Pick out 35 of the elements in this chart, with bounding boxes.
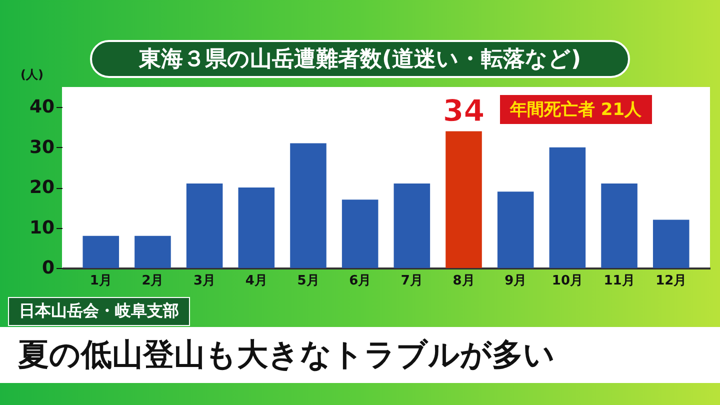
bar [290, 143, 326, 268]
bar [446, 131, 482, 268]
bar [342, 200, 378, 268]
x-tick-label: 7月 [400, 274, 423, 288]
x-tick-label: 1月 [90, 274, 112, 288]
bar [186, 184, 223, 268]
bar [82, 236, 120, 268]
text: 夏の低山登山も大きなトラブルが多い [0, 327, 720, 383]
x-tick-label: 5月 [297, 274, 320, 288]
bar [601, 184, 638, 268]
y-tick-label: 0 [42, 258, 54, 278]
x-tick-label: 8月 [452, 274, 475, 288]
y-tick-label: 20 [29, 177, 54, 198]
bar [652, 220, 690, 268]
text: 日本山岳会・岐阜支部 [8, 297, 190, 326]
bar [497, 192, 534, 268]
chart-title: 東海３県の山岳遭難者数(道迷い・転落など) [90, 40, 630, 78]
x-tick-label: 10月 [552, 274, 583, 288]
x-tick-label: 12月 [656, 274, 687, 288]
y-tick-label: 30 [29, 136, 54, 158]
x-tick-label: 2月 [142, 274, 164, 288]
data-label: 34 [442, 94, 485, 130]
x-tick-label: 6月 [349, 274, 372, 288]
y-axis-title: (人) [20, 68, 44, 82]
annotation: 年間死亡者 21人 [500, 95, 652, 124]
bar [134, 236, 171, 268]
x-tick-label: 4月 [245, 274, 268, 288]
x-tick-label: 3月 [194, 274, 216, 288]
bar [549, 147, 586, 268]
y-tick-label: 10 [29, 217, 54, 238]
x-tick-label: 9月 [504, 274, 527, 288]
bar [238, 188, 275, 268]
y-tick-label: 40 [29, 96, 54, 118]
bar [394, 184, 430, 268]
x-tick-label: 11月 [604, 274, 635, 288]
